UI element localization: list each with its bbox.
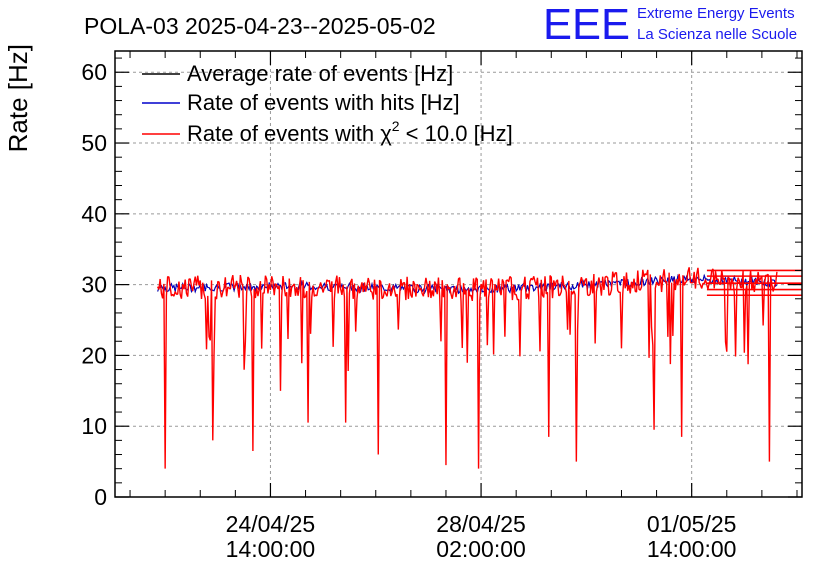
x-tick-time: 14:00:00 — [647, 536, 737, 562]
plot-frame — [114, 50, 803, 498]
x-tick-time: 02:00:00 — [436, 536, 526, 562]
x-tick-date: 28/04/25 — [436, 511, 526, 537]
y-axis-label: Rate [Hz] — [3, 44, 33, 152]
x-axis: 24/04/2514:00:0028/04/2502:00:0001/05/25… — [129, 51, 798, 562]
legend-label: Rate of events with hits [Hz] — [187, 90, 460, 115]
chart-title: POLA-03 2025-04-23--2025-05-02 — [84, 13, 436, 39]
x-tick-date: 01/05/25 — [647, 511, 737, 537]
legend-label: Rate of events with χ2 < 10.0 [Hz] — [187, 118, 513, 146]
y-tick-label: 30 — [81, 272, 107, 298]
logo-text: EEE — [543, 0, 630, 49]
y-tick-label: 50 — [81, 130, 107, 156]
y-tick-label: 0 — [94, 484, 107, 510]
y-tick-label: 10 — [81, 413, 107, 439]
y-tick-label: 40 — [81, 201, 107, 227]
data-traces — [156, 267, 802, 469]
y-tick-label: 20 — [81, 342, 107, 368]
y-tick-label: 60 — [81, 59, 107, 85]
x-tick-time: 14:00:00 — [226, 536, 316, 562]
y-axis: 0 10 20 30 40 50 60 — [81, 57, 802, 510]
legend: Average rate of events [Hz] Rate of event… — [142, 61, 513, 146]
legend-label: Average rate of events [Hz] — [187, 61, 453, 86]
series-chi2-rate — [156, 267, 778, 469]
logo-line-2: La Scienza nelle Scuole — [637, 26, 797, 43]
x-tick-date: 24/04/25 — [226, 511, 316, 537]
logo-line-1: Extreme Energy Events — [637, 5, 795, 22]
